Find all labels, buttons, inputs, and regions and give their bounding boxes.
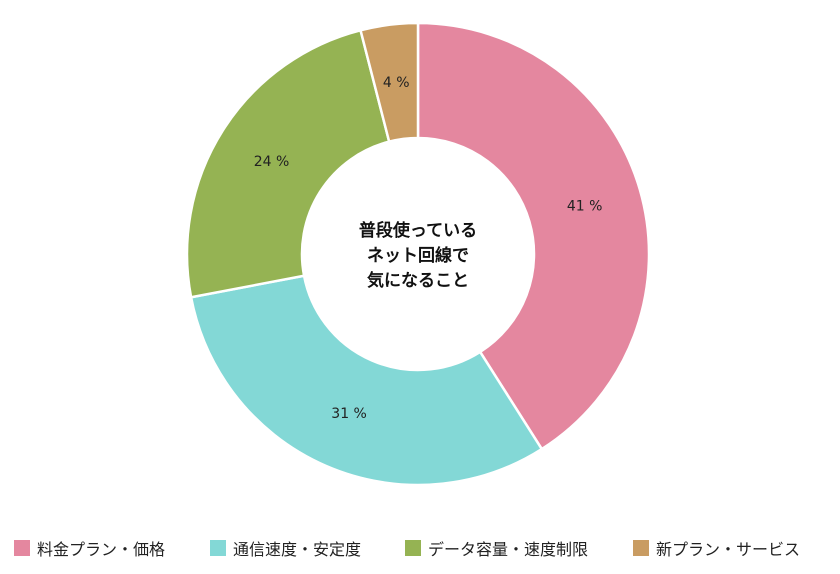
legend-label-speed: 通信速度・安定度 bbox=[233, 540, 362, 559]
slice-price[interactable] bbox=[416, 21, 651, 451]
slice-labels: 41 % 31 % 24 % 4 % bbox=[254, 75, 603, 422]
slice-label-new: 4 % bbox=[383, 75, 410, 91]
legend-item-price[interactable]: 料金プラン・価格 bbox=[14, 536, 165, 560]
legend-swatch-speed bbox=[210, 540, 226, 556]
legend-swatch-data bbox=[405, 540, 421, 556]
slice-new[interactable] bbox=[359, 21, 420, 144]
donut-slices bbox=[185, 21, 651, 487]
legend-item-new[interactable]: 新プラン・サービス bbox=[633, 536, 800, 560]
legend-item-speed[interactable]: 通信速度・安定度 bbox=[210, 536, 361, 560]
legend-label-data: データ容量・速度制限 bbox=[428, 540, 589, 559]
legend-item-data[interactable]: データ容量・速度制限 bbox=[405, 536, 588, 560]
slice-label-price: 41 % bbox=[567, 199, 603, 215]
legend: 料金プラン・価格 通信速度・安定度 データ容量・速度制限 新プラン・サービス bbox=[0, 536, 840, 562]
slice-label-data: 24 % bbox=[254, 154, 290, 170]
legend-swatch-price bbox=[14, 540, 30, 556]
slice-data[interactable] bbox=[185, 28, 391, 299]
center-label-line-1: 普段使っている bbox=[359, 220, 477, 241]
slice-speed[interactable] bbox=[189, 274, 544, 487]
legend-label-price: 料金プラン・価格 bbox=[37, 540, 166, 559]
legend-swatch-new bbox=[633, 540, 649, 556]
center-label-line-3: 気になること bbox=[366, 270, 469, 291]
center-label-line-2: ネット回線で bbox=[367, 245, 469, 266]
legend-label-new: 新プラン・サービス bbox=[656, 540, 801, 559]
slice-label-speed: 31 % bbox=[331, 406, 367, 422]
